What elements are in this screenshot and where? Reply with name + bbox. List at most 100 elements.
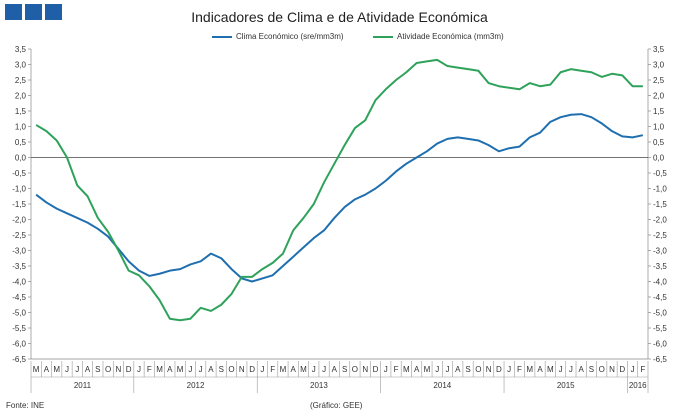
x-tick-label: O (475, 365, 481, 374)
x-tick-label: M (280, 365, 287, 374)
x-tick-label: M (424, 365, 431, 374)
y-tick-label-left: 1,5 (15, 107, 27, 116)
y-tick-label-right: 2,0 (653, 92, 665, 101)
y-tick-label-right: -4,5 (653, 293, 667, 302)
x-tick-label: F (147, 365, 152, 374)
x-tick-label: J (65, 365, 69, 374)
y-tick-label-left: 0,5 (15, 138, 27, 147)
x-tick-label: J (260, 365, 264, 374)
y-tick-label-right: -5,0 (653, 309, 667, 318)
y-tick-label-left: -3,5 (12, 262, 26, 271)
year-label: 2015 (557, 381, 575, 390)
x-tick-label: J (384, 365, 388, 374)
x-tick-label: A (332, 365, 338, 374)
y-tick-label-right: 1,5 (653, 107, 665, 116)
legend-swatch-atividade (373, 35, 393, 38)
x-tick-label: D (373, 365, 379, 374)
y-tick-label-right: -6,5 (653, 355, 667, 364)
y-tick-label-left: 1,0 (15, 123, 27, 132)
x-tick-label: N (239, 365, 245, 374)
x-tick-label: J (75, 365, 79, 374)
x-tick-label: M (403, 365, 410, 374)
y-tick-label-right: 0,5 (653, 138, 665, 147)
y-tick-label-right: -4,0 (653, 278, 667, 287)
x-tick-label: S (219, 365, 224, 374)
x-tick-label: D (496, 365, 502, 374)
x-tick-label: J (559, 365, 563, 374)
series-line-clima (35, 113, 644, 283)
legend-label-clima: Clima Económico (sre/mm3m) (236, 32, 344, 41)
year-label: 2016 (629, 381, 647, 390)
x-tick-label: O (228, 365, 234, 374)
y-tick-label-left: 0,0 (15, 154, 27, 163)
x-tick-label: S (465, 365, 470, 374)
chart-credit: (Gráfico: GEE) (310, 401, 363, 410)
y-tick-label-left: -5,0 (12, 309, 26, 318)
publisher-logo (5, 4, 63, 20)
year-label: 2013 (310, 381, 328, 390)
y-tick-label-right: 1,0 (653, 123, 665, 132)
x-tick-label: N (116, 365, 122, 374)
legend-item-clima: Clima Económico (sre/mm3m) (212, 32, 344, 41)
legend-swatch-clima (212, 35, 232, 38)
y-tick-label-left: -2,5 (12, 231, 26, 240)
y-tick-label-right: -2,0 (653, 216, 667, 225)
y-tick-label-left: -1,5 (12, 200, 26, 209)
x-tick-label: S (342, 365, 347, 374)
x-tick-label: J (569, 365, 573, 374)
x-tick-label: J (137, 365, 141, 374)
y-tick-label-left: -2,0 (12, 216, 26, 225)
y-tick-label-left: -1,0 (12, 185, 26, 194)
x-tick-label: F (517, 365, 522, 374)
y-tick-label-right: -6,0 (653, 340, 667, 349)
year-label: 2012 (187, 381, 205, 390)
x-tick-label: J (507, 365, 511, 374)
legend-label-atividade: Atividade Económica (mm3m) (397, 32, 504, 41)
x-tick-label: A (578, 365, 584, 374)
x-tick-label: M (156, 365, 163, 374)
y-tick-label-right: -3,0 (653, 247, 667, 256)
x-tick-label: A (44, 365, 50, 374)
x-tick-label: M (33, 365, 40, 374)
y-tick-label-left: 2,0 (15, 92, 27, 101)
x-tick-label: S (95, 365, 100, 374)
x-tick-label: F (394, 365, 399, 374)
y-tick-label-left: -5,5 (12, 324, 26, 333)
x-tick-label: O (105, 365, 111, 374)
x-tick-label: M (526, 365, 533, 374)
x-tick-label: A (85, 365, 91, 374)
x-tick-label: N (362, 365, 368, 374)
x-tick-label: J (188, 365, 192, 374)
x-tick-label: A (537, 365, 543, 374)
y-tick-label-right: -2,5 (653, 231, 667, 240)
x-tick-label: M (53, 365, 60, 374)
x-tick-label: J (199, 365, 203, 374)
x-tick-label: A (208, 365, 214, 374)
y-tick-label-left: -6,0 (12, 340, 26, 349)
y-tick-label-left: 3,5 (15, 45, 27, 54)
y-tick-label-left: 2,5 (15, 76, 27, 85)
x-tick-label: D (619, 365, 625, 374)
x-tick-label: F (640, 365, 645, 374)
y-tick-label-right: -1,0 (653, 185, 667, 194)
x-tick-label: A (291, 365, 297, 374)
year-label: 2011 (74, 381, 92, 390)
y-tick-label-left: 3,0 (15, 61, 27, 70)
x-tick-label: M (547, 365, 554, 374)
y-tick-label-right: 0,0 (653, 154, 665, 163)
x-tick-label: A (414, 365, 420, 374)
x-tick-label: D (126, 365, 132, 374)
x-tick-label: M (300, 365, 307, 374)
x-tick-label: A (455, 365, 461, 374)
chart-title: Indicadores de Clima e de Atividade Econ… (191, 9, 488, 25)
y-tick-label-right: 3,5 (653, 45, 665, 54)
series-line-atividade (35, 58, 643, 322)
x-tick-label: J (631, 365, 635, 374)
x-tick-label: S (589, 365, 594, 374)
x-tick-label: F (270, 365, 275, 374)
y-tick-label-left: -3,0 (12, 247, 26, 256)
x-tick-label: D (249, 365, 255, 374)
y-tick-label-right: -3,5 (653, 262, 667, 271)
source-note: Fonte: INE (6, 401, 45, 410)
